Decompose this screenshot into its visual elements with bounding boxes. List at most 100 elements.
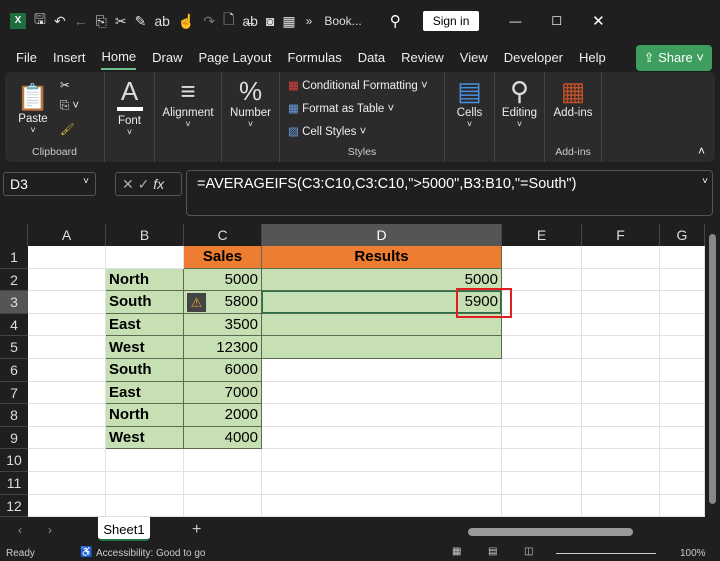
share-button[interactable]: ⇪ Share ˅ [635, 45, 712, 71]
error-warning-icon[interactable]: ⚠ [187, 293, 206, 313]
page-break-view-icon[interactable]: ◫ [524, 546, 534, 557]
horizontal-scrollbar[interactable] [468, 528, 633, 536]
name-box[interactable]: D3 ˅ [3, 172, 96, 196]
more-commands[interactable]: » [305, 14, 313, 28]
zoom-slider[interactable] [556, 553, 656, 554]
cell-E12[interactable] [502, 494, 582, 518]
row-header-4[interactable]: 4 [0, 313, 28, 337]
column-header-E[interactable]: E [502, 224, 582, 246]
cell-styles-button[interactable]: ▨ Cell Styles ˅ [288, 126, 367, 138]
cell-C9[interactable]: 4000 [184, 426, 262, 450]
row-header-5[interactable]: 5 [0, 336, 28, 359]
cell-F7[interactable] [582, 381, 660, 405]
cell-F4[interactable] [582, 313, 660, 337]
cell-B2[interactable]: North [106, 268, 184, 292]
row-header-9[interactable]: 9 [0, 426, 28, 450]
tab-insert[interactable]: Insert [52, 49, 86, 65]
enter-icon[interactable]: ✓ [137, 176, 150, 192]
accessibility-status[interactable]: Accessibility: Good to go [96, 548, 206, 559]
cell-G7[interactable] [660, 381, 705, 405]
cell-D7[interactable] [262, 381, 502, 405]
format-painter-icon[interactable]: 🖌 [60, 124, 75, 136]
new-file-icon[interactable]: 🗋 [223, 11, 235, 27]
column-header-F[interactable]: F [582, 224, 660, 246]
next-sheet-icon[interactable]: › [48, 523, 52, 537]
cell-G9[interactable] [660, 426, 705, 450]
cell-F2[interactable] [582, 268, 660, 292]
column-header-D[interactable]: D [262, 224, 502, 246]
column-header-B[interactable]: B [106, 224, 184, 246]
form-icon[interactable]: ▦ [282, 12, 296, 29]
cell-D2[interactable]: 5000 [262, 268, 502, 292]
cell-G5[interactable] [660, 336, 705, 359]
cell-A5[interactable] [28, 336, 106, 359]
tab-file[interactable]: File [16, 49, 37, 65]
row-header-12[interactable]: 12 [0, 494, 28, 518]
minimize-icon[interactable]: — [509, 14, 522, 28]
cell-D10[interactable] [262, 449, 502, 472]
prev-sheet-icon[interactable]: ‹ [18, 523, 22, 537]
format-as-table-button[interactable]: ▦ Format as Table ˅ [288, 103, 395, 115]
cell-B9[interactable]: West [106, 426, 184, 450]
row-header-8[interactable]: 8 [0, 404, 28, 427]
cell-B1[interactable] [106, 246, 184, 269]
cell-E1[interactable] [502, 246, 582, 269]
cell-G6[interactable] [660, 359, 705, 382]
column-header-C[interactable]: C [184, 224, 262, 246]
cell-G11[interactable] [660, 472, 705, 495]
cell-D8[interactable] [262, 404, 502, 427]
cell-B4[interactable]: East [106, 313, 184, 337]
cell-F12[interactable] [582, 494, 660, 518]
cell-C10[interactable] [184, 449, 262, 472]
copy-icon[interactable]: ⎘ ˅ [60, 100, 80, 112]
editing-button[interactable]: ⚲ Editing ˅ [495, 72, 545, 162]
paste-button[interactable]: 📋 Paste ˅ [13, 78, 53, 135]
tab-developer[interactable]: Developer [503, 49, 564, 65]
cell-E9[interactable] [502, 426, 582, 450]
tab-view[interactable]: View [459, 49, 488, 65]
cell-A9[interactable] [28, 426, 106, 450]
number-button[interactable]: % Number ˅ [222, 72, 280, 162]
search-icon[interactable]: ⚲ [389, 13, 401, 30]
conditional-formatting-button[interactable]: ▦ Conditional Formatting ˅ [288, 80, 428, 92]
cell-E7[interactable] [502, 381, 582, 405]
cell-D5[interactable] [262, 336, 502, 359]
page-layout-view-icon[interactable]: ▤ [488, 546, 498, 557]
spreadsheet-grid[interactable]: A B C D E F G 1 Sales Results 2 North 5000 5000 3 South… [0, 224, 705, 518]
cell-B11[interactable] [106, 472, 184, 495]
alignment-button[interactable]: ≡ Alignment ˅ [155, 72, 222, 162]
back-icon[interactable]: ← [73, 13, 88, 29]
cell-B3[interactable]: South [106, 291, 184, 314]
cell-D4[interactable] [262, 313, 502, 337]
cell-B7[interactable]: East [106, 381, 184, 405]
save-icon[interactable]: 🖫 [34, 11, 46, 27]
cell-F8[interactable] [582, 404, 660, 427]
cancel-icon[interactable]: ✕ [122, 176, 134, 192]
cell-A8[interactable] [28, 404, 106, 427]
cell-C11[interactable] [184, 472, 262, 495]
cells-button[interactable]: ▤ Cells ˅ [445, 72, 495, 162]
undo-icon[interactable]: ↶ [53, 12, 66, 29]
row-header-7[interactable]: 7 [0, 381, 28, 405]
row-header-6[interactable]: 6 [0, 359, 28, 382]
cell-F1[interactable] [582, 246, 660, 269]
row-header-2[interactable]: 2 [0, 268, 28, 292]
sign-in-button[interactable]: Sign in [422, 11, 480, 31]
cell-B5[interactable]: West [106, 336, 184, 359]
cell-C4[interactable]: 3500 [184, 313, 262, 337]
formula-input[interactable]: =AVERAGEIFS(C3:C10,C3:C10,">5000",B3:B10… [186, 170, 713, 216]
cell-F10[interactable] [582, 449, 660, 472]
cell-E5[interactable] [502, 336, 582, 359]
cell-C5[interactable]: 12300 [184, 336, 262, 359]
cell-F6[interactable] [582, 359, 660, 382]
camera-icon[interactable]: ◙ [265, 13, 275, 29]
maximize-icon[interactable]: ☐ [551, 14, 563, 28]
cell-A4[interactable] [28, 313, 106, 337]
cell-D11[interactable] [262, 472, 502, 495]
cell-F11[interactable] [582, 472, 660, 495]
cut-icon[interactable]: ✂ [60, 80, 70, 92]
cell-A1[interactable] [28, 246, 106, 269]
redo-icon[interactable]: ↷ [203, 12, 216, 29]
close-icon[interactable]: ✕ [592, 13, 605, 30]
tab-home[interactable]: Home [101, 45, 137, 70]
